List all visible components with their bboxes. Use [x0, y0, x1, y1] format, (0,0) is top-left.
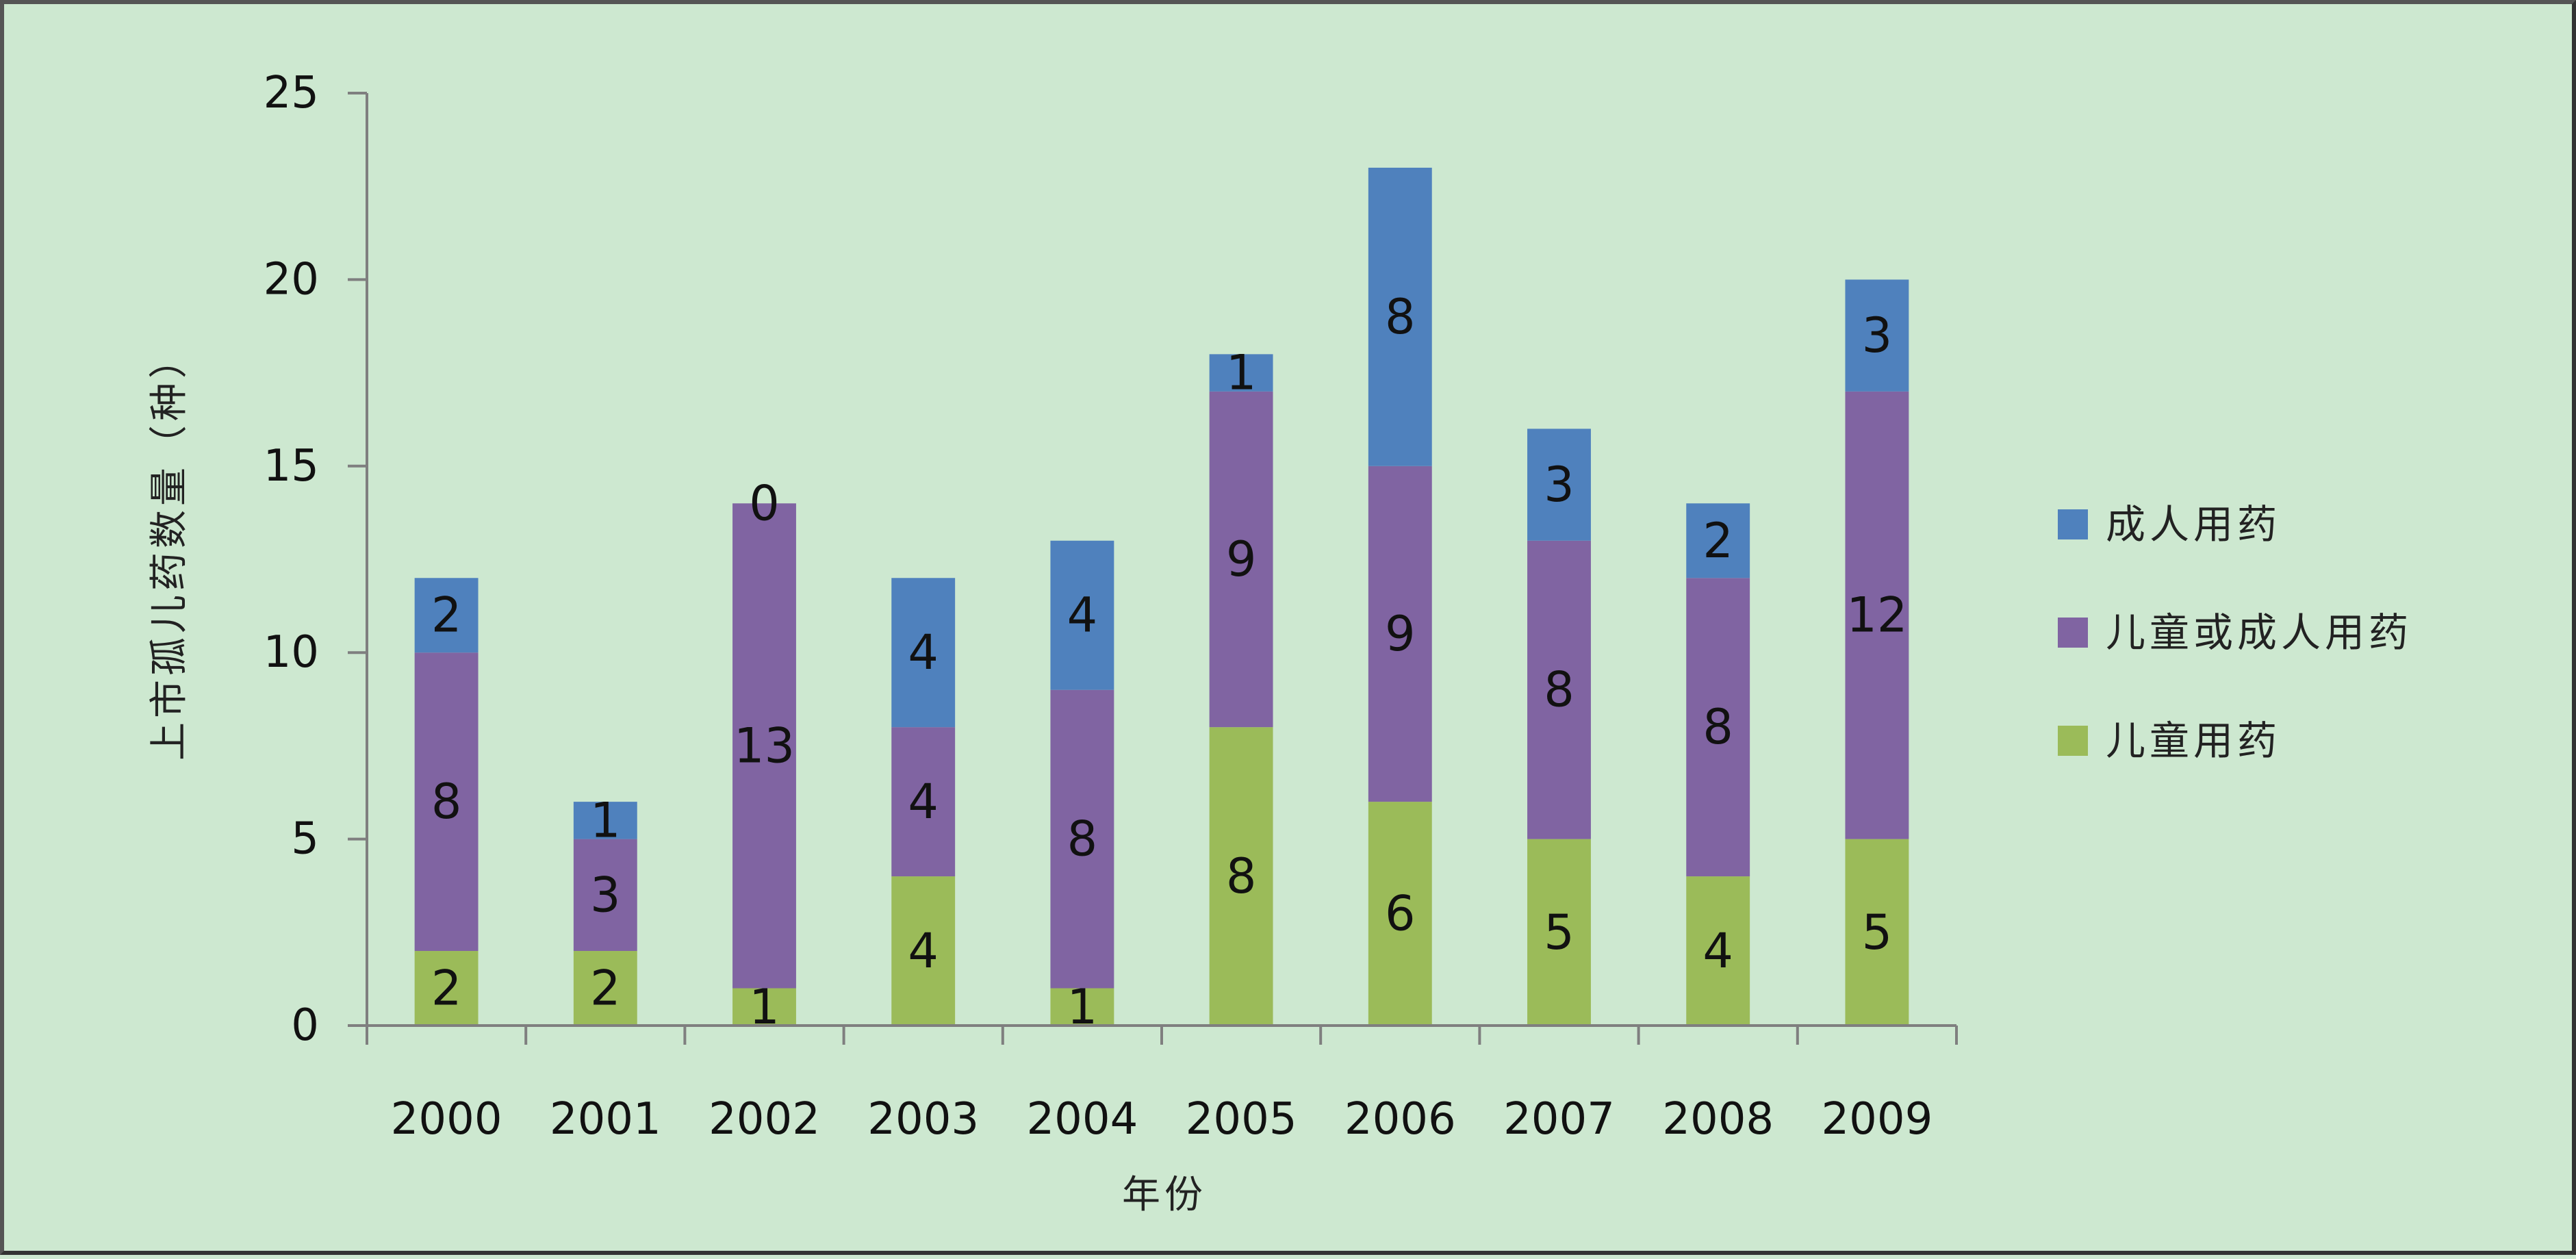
bar-2000-series-0 [414, 951, 479, 1026]
bar-2007-series-1 [1527, 540, 1591, 839]
data-label-2005-series-1: 9 [1226, 531, 1257, 587]
bar-2009-series-0 [1845, 839, 1909, 1026]
bar-2001-series-1 [573, 839, 637, 952]
data-label-2004-series-2: 4 [1067, 587, 1098, 644]
bar-2008-series-1 [1686, 578, 1750, 877]
bar-2003-series-2 [891, 578, 956, 728]
data-label-2003-series-0: 4 [908, 923, 939, 979]
data-label-2000-series-2: 2 [431, 587, 462, 644]
x-tick-label-2000: 2000 [391, 1094, 502, 1145]
bar-2006-series-2 [1368, 167, 1432, 466]
bar-2008-series-0 [1686, 876, 1750, 1026]
data-label-2009-series-2: 3 [1862, 307, 1893, 364]
bar-2004-series-0 [1050, 988, 1114, 1026]
x-tick-label-2004: 2004 [1026, 1094, 1138, 1145]
legend-label-2: 儿童用药 [2106, 717, 2281, 764]
x-tick-label-2001: 2001 [550, 1094, 661, 1145]
data-label-2002-series-2: 0 [749, 475, 780, 531]
data-label-2000-series-1: 8 [431, 774, 462, 830]
bar-2000-series-2 [414, 578, 479, 653]
x-axis-title: 年份 [1122, 1173, 1207, 1217]
bar-2000-series-1 [414, 652, 479, 952]
bars-layer [414, 167, 1909, 1026]
y-tick-label-0: 0 [291, 1000, 319, 1051]
x-tick-label-2005: 2005 [1186, 1094, 1297, 1145]
bar-2006-series-1 [1368, 466, 1432, 802]
bar-2002-series-0 [732, 988, 796, 1026]
bar-2009-series-2 [1845, 279, 1909, 392]
data-label-2009-series-1: 12 [1846, 587, 1907, 644]
x-tick-label-2002: 2002 [709, 1094, 820, 1145]
data-label-2007-series-1: 8 [1544, 662, 1574, 718]
data-label-2003-series-1: 4 [908, 774, 939, 830]
legend-swatch-2 [2058, 726, 2088, 756]
y-tick-label-25: 25 [264, 68, 319, 118]
legend-swatch-0 [2058, 509, 2088, 539]
bar-2009-series-1 [1845, 391, 1909, 839]
bar-2004-series-2 [1050, 540, 1114, 690]
bar-2003-series-1 [891, 727, 956, 877]
bar-2005-series-2 [1209, 354, 1273, 392]
data-label-2005-series-2: 1 [1226, 345, 1257, 401]
data-label-2002-series-1: 13 [734, 717, 795, 774]
bar-2005-series-0 [1209, 727, 1273, 1026]
data-label-2003-series-2: 4 [908, 624, 939, 681]
bar-2007-series-0 [1527, 839, 1591, 1026]
data-label-2004-series-1: 8 [1067, 811, 1098, 867]
y-tick-label-5: 5 [291, 814, 319, 865]
x-tick-label-2007: 2007 [1503, 1094, 1615, 1145]
x-tick-label-2008: 2008 [1662, 1094, 1774, 1145]
data-label-2008-series-1: 8 [1703, 699, 1733, 755]
y-tick-label-10: 10 [264, 627, 319, 678]
legend-swatch-1 [2058, 618, 2088, 648]
bar-2004-series-1 [1050, 689, 1114, 989]
data-label-2006-series-2: 8 [1385, 289, 1416, 345]
y-axis-title: 上市孤儿药数量（种） [147, 336, 192, 761]
data-label-2007-series-2: 3 [1544, 457, 1574, 513]
legend-label-1: 儿童或成人用药 [2106, 609, 2412, 656]
bar-2001-series-0 [573, 951, 637, 1026]
data-label-2001-series-1: 3 [590, 867, 621, 923]
data-label-2006-series-0: 6 [1385, 886, 1416, 942]
data-label-2008-series-0: 4 [1703, 923, 1733, 979]
data-label-2008-series-2: 2 [1703, 513, 1733, 569]
legend-label-0: 成人用药 [2106, 501, 2281, 548]
bar-2008-series-2 [1686, 503, 1750, 578]
bar-2006-series-0 [1368, 802, 1432, 1026]
data-label-2000-series-0: 2 [431, 961, 462, 1017]
y-tick-label-20: 20 [264, 254, 319, 305]
bar-2007-series-2 [1527, 429, 1591, 541]
data-label-2001-series-2: 1 [590, 792, 621, 848]
bar-2002-series-1 [732, 503, 796, 989]
bar-2005-series-1 [1209, 391, 1273, 728]
x-tick-label-2006: 2006 [1344, 1094, 1456, 1145]
x-tick-label-2009: 2009 [1821, 1094, 1933, 1145]
y-tick-label-15: 15 [264, 441, 319, 492]
data-label-2009-series-0: 5 [1862, 904, 1893, 961]
data-label-2006-series-1: 9 [1385, 606, 1416, 662]
bar-2003-series-0 [891, 876, 956, 1026]
data-label-2005-series-0: 8 [1226, 848, 1257, 904]
data-label-2007-series-0: 5 [1544, 904, 1574, 961]
x-tick-label-2003: 2003 [867, 1094, 979, 1145]
bar-2001-series-2 [573, 802, 637, 839]
data-label-2001-series-0: 2 [590, 961, 621, 1017]
